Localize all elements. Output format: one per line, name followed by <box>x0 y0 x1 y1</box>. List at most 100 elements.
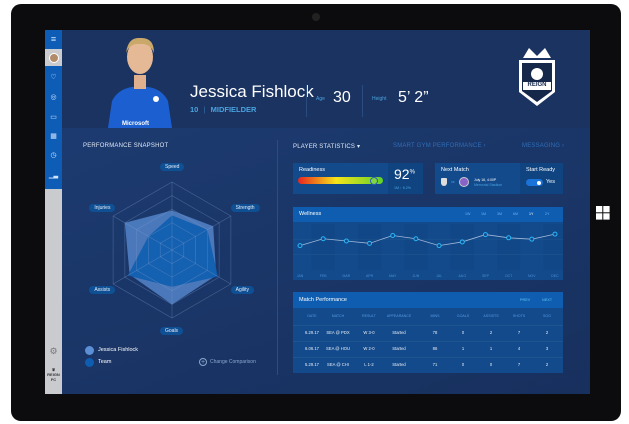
player-photo: Microsoft <box>108 37 172 128</box>
wellness-point[interactable] <box>436 243 442 249</box>
month-label: NOV <box>528 274 536 278</box>
column-header-date[interactable]: DATE <box>307 314 317 318</box>
menu-icon[interactable]: ≡ <box>50 34 57 44</box>
home-team-badge <box>441 178 447 186</box>
age-value: 30 <box>333 89 351 106</box>
radar-grid-ring <box>124 195 220 305</box>
column-header-shots[interactable]: SHOTS <box>512 314 526 318</box>
wellness-point[interactable] <box>459 239 465 245</box>
table-cell: 0 <box>461 362 465 367</box>
table-cell: 86 <box>432 346 438 351</box>
table-cell: SEA @ CHI <box>327 362 349 367</box>
column-header-appearance[interactable]: APPEARANCE <box>386 314 412 318</box>
readiness-marker <box>370 176 379 185</box>
radar-grid-ring <box>136 208 208 292</box>
match-date: July 16, 4:00P <box>474 178 497 182</box>
row-divider <box>293 341 563 342</box>
wellness-point[interactable] <box>529 236 535 242</box>
change-comparison-button[interactable]: + Change Comparison <box>199 358 256 366</box>
chart-icon[interactable]: ▁▃ <box>48 172 59 179</box>
wellness-point[interactable] <box>413 236 419 242</box>
wellness-point[interactable] <box>482 232 488 238</box>
radar-axis-line <box>112 215 173 251</box>
match-performance-card: Match Performance PREV NEXT DATE MATCH RES… <box>293 292 563 373</box>
column-header-assists[interactable]: ASSISTS <box>483 314 499 318</box>
wellness-range-2Y[interactable]: 2Y <box>545 212 550 216</box>
age-label: Age <box>316 96 325 102</box>
month-label: FEB <box>320 274 327 278</box>
stopwatch-icon[interactable]: ◷ <box>50 152 57 159</box>
wellness-range-1W[interactable]: 1W <box>465 212 471 216</box>
wellness-point[interactable] <box>390 233 396 238</box>
wellness-line <box>299 233 556 247</box>
tab-messaging[interactable]: MESSAGING › <box>522 143 565 149</box>
month-label: DEC <box>551 274 559 278</box>
wellness-range-1Y[interactable]: 1Y <box>529 212 534 216</box>
table-cell: 5.29.17 <box>305 362 319 367</box>
wellness-range-6M[interactable]: 6M <box>513 212 518 216</box>
legend-swatch-team <box>85 358 94 367</box>
grid-band <box>357 224 382 270</box>
table-row[interactable]: 6.29.17 SEA @ PDX W 3-0 Started 78 0 2 7 2 <box>293 325 563 341</box>
wellness-range-3M[interactable]: 3M <box>497 212 502 216</box>
next-button[interactable]: NEXT <box>542 298 553 302</box>
wellness-point[interactable] <box>552 231 558 237</box>
wellness-point[interactable] <box>367 240 373 246</box>
table-cell: W 3-0 <box>363 330 375 335</box>
column-header-goals[interactable]: GOALS <box>456 314 470 318</box>
wellness-point[interactable] <box>343 238 349 244</box>
tab-smart-gym-performance[interactable]: SMART GYM PERFORMANCE › <box>393 143 486 149</box>
wellness-point[interactable] <box>320 236 326 242</box>
month-label: SEP <box>482 274 490 278</box>
gear-icon[interactable]: ⚙ <box>49 345 58 356</box>
table-row[interactable]: 5.29.17 SEA @ CHI L 1-2 Started 71 0 0 7 2 <box>293 357 563 373</box>
column-header-mins[interactable]: MINS <box>430 314 440 318</box>
table-cell: 71 <box>432 362 438 367</box>
row-divider <box>293 357 563 358</box>
readiness-title: Readiness <box>299 167 325 173</box>
start-ready-value: Yes <box>546 179 555 185</box>
target-icon[interactable]: ◎ <box>50 94 57 101</box>
table-cell: 0 <box>461 330 465 335</box>
table-cell: Started <box>392 330 406 335</box>
radar-axis-label: Goals <box>160 326 184 335</box>
prev-button[interactable]: PREV <box>520 298 531 302</box>
avatar[interactable] <box>45 49 62 66</box>
windows-logo-icon[interactable] <box>596 206 610 220</box>
legend-label-team: Team <box>98 359 112 365</box>
start-ready-toggle[interactable] <box>526 179 543 186</box>
column-header-sog[interactable]: SOG <box>543 314 551 318</box>
away-team-badge <box>459 177 469 187</box>
table-cell: 7 <box>517 330 521 335</box>
reign-logo-text: REIGN <box>527 82 547 88</box>
month-label: OCT <box>505 274 513 278</box>
column-header-result[interactable]: RESULT <box>362 314 376 318</box>
table-cell: 7 <box>517 362 521 367</box>
wellness-range-1M[interactable]: 1M <box>481 212 486 216</box>
tab-player-statistics[interactable]: PLAYER STATISTICS ▾ <box>293 144 361 150</box>
player-number: 10 <box>190 105 199 114</box>
table-cell: L 1-2 <box>364 362 374 367</box>
table-cell: 2 <box>489 330 493 335</box>
player-header: Microsoft Jessica Fishlock 10 | MIDFIELD… <box>62 30 590 128</box>
radar-axis-label: Agility <box>230 285 254 294</box>
table-cell: W 2-0 <box>363 346 375 351</box>
app-screen: Microsoft Jessica Fishlock 10 | MIDFIELD… <box>45 30 590 394</box>
table-cell: 2 <box>545 362 549 367</box>
calendar-icon[interactable]: ▦ <box>50 133 57 140</box>
grid-band <box>311 224 335 270</box>
table-row[interactable]: 6.06.17 SEA @ HOU W 2-0 Started 86 1 1 4 3 <box>293 341 563 357</box>
readiness-card: Readiness 92% 1M ↑ 6.2% <box>293 163 423 194</box>
camera <box>312 13 320 21</box>
radar-axis-line <box>112 249 173 285</box>
chat-icon[interactable]: ▭ <box>50 114 57 121</box>
month-label: JAN <box>297 274 304 278</box>
heart-icon[interactable]: ♡ <box>50 74 57 81</box>
legend-swatch-player <box>85 346 94 355</box>
wellness-point[interactable] <box>297 243 303 249</box>
month-label: MAR <box>342 274 350 278</box>
grid-band <box>404 224 428 270</box>
wellness-point[interactable] <box>506 235 512 241</box>
wellness-line-chart: JAN FEB MAR APR MAY JUN JUL AUG SEP OCT NOV DEC <box>293 224 563 278</box>
column-header-match[interactable]: MATCH <box>331 314 345 318</box>
